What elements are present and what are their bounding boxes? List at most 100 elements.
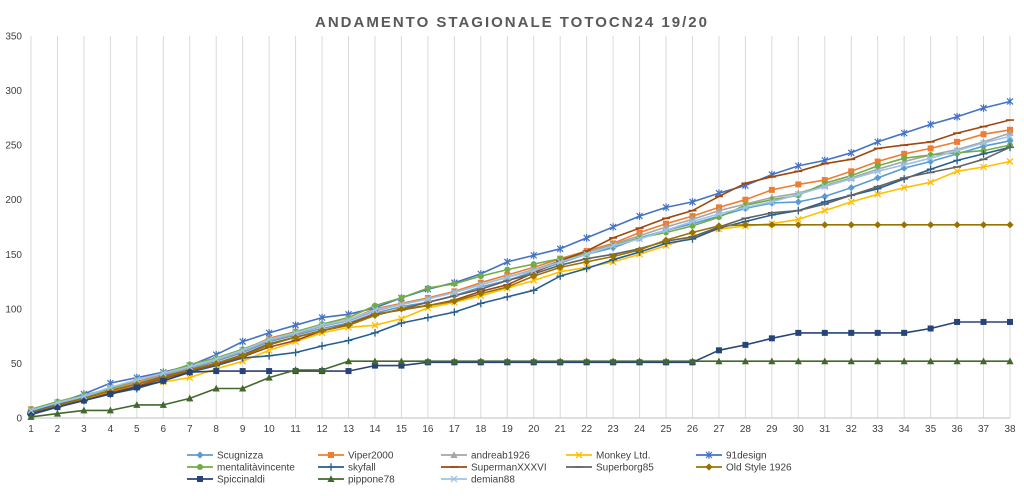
x-tick-label: 21 xyxy=(555,424,567,435)
data-point xyxy=(901,150,908,157)
data-point xyxy=(556,245,564,253)
series-line xyxy=(30,140,1011,413)
series-line xyxy=(30,144,1011,411)
series-line xyxy=(30,321,1010,415)
data-point xyxy=(1006,158,1014,165)
data-point xyxy=(953,156,961,165)
x-tick-label: 36 xyxy=(952,424,964,435)
legend-swatch-marker xyxy=(327,475,335,482)
data-point xyxy=(794,198,802,206)
data-point xyxy=(318,321,326,329)
data-point xyxy=(848,329,855,336)
data-point xyxy=(979,357,988,365)
data-point xyxy=(159,369,167,377)
data-point xyxy=(901,329,908,336)
legend-label: demian88 xyxy=(471,475,515,486)
data-point xyxy=(794,162,802,170)
data-point xyxy=(530,272,538,280)
data-point xyxy=(609,252,617,261)
data-point xyxy=(529,286,538,295)
data-point xyxy=(1006,132,1014,140)
data-point xyxy=(900,161,908,169)
x-tick-label: 28 xyxy=(740,424,752,435)
data-point xyxy=(424,285,431,292)
data-point xyxy=(265,351,273,360)
legend: Scugnizza Viper2000 andreab1926 Monkey Ltd.… xyxy=(187,451,792,486)
data-point xyxy=(953,357,961,365)
data-point xyxy=(556,268,564,276)
data-point xyxy=(106,383,114,391)
legend-label: 91design xyxy=(726,451,767,462)
data-point xyxy=(80,397,87,404)
data-point xyxy=(715,222,723,230)
data-point xyxy=(503,293,512,301)
data-point xyxy=(900,129,908,137)
data-point xyxy=(794,221,802,229)
data-point xyxy=(768,221,776,229)
data-point xyxy=(794,357,802,365)
y-tick-label: 300 xyxy=(5,86,22,97)
x-tick-label: 23 xyxy=(608,424,620,435)
legend-label: pippone78 xyxy=(348,475,395,486)
x-tick-label: 29 xyxy=(766,424,778,435)
data-point xyxy=(292,321,300,330)
series-line xyxy=(30,224,1010,414)
data-point xyxy=(900,221,908,229)
data-point xyxy=(503,273,511,281)
data-point xyxy=(821,221,829,229)
data-point xyxy=(318,327,326,335)
data-point xyxy=(794,215,802,223)
data-point xyxy=(397,301,405,308)
x-tick-label: 31 xyxy=(819,424,831,435)
data-point xyxy=(397,319,406,327)
x-tick-label: 11 xyxy=(290,424,301,435)
data-point xyxy=(847,357,855,365)
data-point xyxy=(715,357,723,365)
data-point xyxy=(450,308,459,316)
data-point xyxy=(609,357,617,365)
data-point xyxy=(54,404,61,411)
data-point xyxy=(583,234,591,242)
x-tick-label: 7 xyxy=(187,424,193,435)
data-point xyxy=(477,273,484,280)
x-tick-label: 25 xyxy=(660,424,672,435)
data-point xyxy=(530,251,538,260)
data-point xyxy=(27,406,35,414)
data-point xyxy=(239,352,247,360)
data-point xyxy=(371,357,379,365)
data-point xyxy=(583,357,591,365)
data-point xyxy=(927,120,935,129)
data-point xyxy=(848,168,855,175)
data-point xyxy=(477,281,485,289)
legend-entry: andreab1926 xyxy=(441,451,530,462)
data-point xyxy=(503,283,511,291)
data-point xyxy=(80,392,88,400)
data-point xyxy=(424,295,432,303)
x-tick-label: 17 xyxy=(449,424,461,435)
data-point xyxy=(371,302,378,309)
y-tick-label: 0 xyxy=(16,414,22,425)
data-point xyxy=(583,250,591,258)
data-point xyxy=(583,258,591,266)
legend-entry: SupermanXXXVI xyxy=(441,463,547,474)
data-point xyxy=(345,368,352,375)
data-point xyxy=(689,218,696,226)
data-point xyxy=(450,289,458,296)
data-point xyxy=(53,399,61,407)
legend-swatch-marker xyxy=(328,452,334,458)
data-point xyxy=(186,363,194,371)
legend-swatch-marker xyxy=(197,464,203,470)
x-tick-label: 32 xyxy=(846,424,858,435)
x-tick-label: 13 xyxy=(343,424,355,435)
data-point xyxy=(186,394,194,402)
data-point xyxy=(688,228,697,237)
data-point xyxy=(398,362,405,369)
data-point xyxy=(1006,221,1014,229)
data-point xyxy=(980,104,987,112)
data-point xyxy=(266,368,273,375)
data-point xyxy=(530,267,538,275)
data-point xyxy=(556,258,564,266)
data-point xyxy=(715,347,722,354)
x-tick-label: 9 xyxy=(240,424,246,435)
